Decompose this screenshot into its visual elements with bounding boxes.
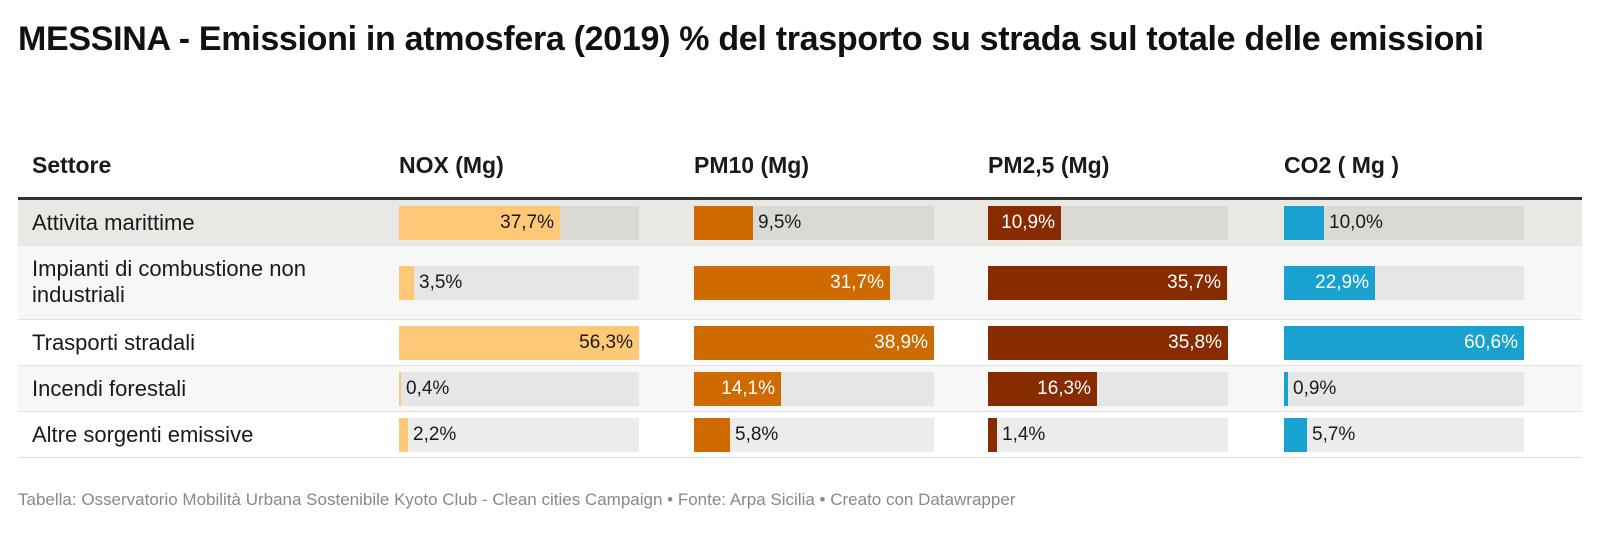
table-row: Impianti di combustione non industriali 3… <box>18 246 1582 320</box>
bar-value-label: 31,7% <box>830 272 884 293</box>
bar-value-label: 5,8% <box>735 424 779 445</box>
bar-cell: 60,6% <box>1284 326 1524 360</box>
bar-cell: 1,4% <box>988 418 1228 452</box>
bar <box>694 418 730 452</box>
sector-label: Impianti di combustione non industriali <box>32 256 306 307</box>
bar-cell: 0,4% <box>399 372 639 406</box>
bar <box>988 418 997 452</box>
bar <box>988 372 1097 406</box>
column-header-co2[interactable]: CO2 ( Mg ) <box>1284 152 1399 178</box>
table-header: Settore NOX (Mg) PM10 (Mg) PM2,5 (Mg) CO… <box>18 142 1582 200</box>
bar <box>399 266 414 300</box>
bar-cell: 5,7% <box>1284 418 1524 452</box>
column-header-settore[interactable]: Settore <box>32 152 112 178</box>
bar-value-label: 10,9% <box>1001 212 1055 233</box>
bar-value-label: 37,7% <box>500 212 554 233</box>
bar-cell: 38,9% <box>694 326 934 360</box>
bar-value-label: 3,5% <box>419 272 463 293</box>
data-table: Settore NOX (Mg) PM10 (Mg) PM2,5 (Mg) CO… <box>18 142 1582 458</box>
table-row: Trasporti stradali 56,3% 38,9% 35,8% 60,6% <box>18 320 1582 366</box>
table-row: Altre sorgenti emissive 2,2% 5,8% 1,4% 5,7% <box>18 412 1582 458</box>
bar-value-label: 35,7% <box>1167 272 1221 293</box>
bar-cell: 10,9% <box>988 206 1228 240</box>
sector-label: Incendi forestali <box>32 376 187 401</box>
bar <box>1284 372 1288 406</box>
bar <box>694 372 781 406</box>
bar-track <box>399 372 639 406</box>
bar <box>988 266 1227 300</box>
bar-cell: 35,8% <box>988 326 1228 360</box>
bar-value-label: 10,0% <box>1329 212 1383 233</box>
bar <box>1284 326 1524 360</box>
bar-value-label: 22,9% <box>1315 272 1369 293</box>
bar <box>1284 266 1375 300</box>
bar-value-label: 0,4% <box>406 378 450 399</box>
table-row: Incendi forestali 0,4% 14,1% 16,3% 0,9% <box>18 366 1582 412</box>
footer-credits: Tabella: Osservatorio Mobilità Urbana So… <box>18 490 1016 509</box>
bar <box>694 206 753 240</box>
bar-cell: 3,5% <box>399 266 639 300</box>
sector-label: Trasporti stradali <box>32 330 196 355</box>
bar-cell: 2,2% <box>399 418 639 452</box>
bar-track <box>1284 206 1524 240</box>
bar <box>988 326 1228 360</box>
bar-track <box>1284 418 1524 452</box>
bar-value-label: 14,1% <box>721 378 775 399</box>
bar-value-label: 9,5% <box>758 212 802 233</box>
bar-cell: 22,9% <box>1284 266 1524 300</box>
bar-cell: 10,0% <box>1284 206 1524 240</box>
bar-value-label: 38,9% <box>874 332 928 353</box>
bar-cell: 0,9% <box>1284 372 1524 406</box>
sector-label: Altre sorgenti emissive <box>32 422 254 447</box>
bar-value-label: 16,3% <box>1037 378 1091 399</box>
bar-track <box>1284 372 1524 406</box>
bar <box>694 326 934 360</box>
table-body: Attivita marittime 37,7% 9,5% 10,9% 10,0% Imp… <box>18 200 1582 458</box>
bar-track <box>399 418 639 452</box>
bar-cell: 31,7% <box>694 266 934 300</box>
bar-cell: 9,5% <box>694 206 934 240</box>
bar-cell: 37,7% <box>399 206 639 240</box>
bar <box>399 326 639 360</box>
bar <box>399 372 401 406</box>
bar-cell: 14,1% <box>694 372 934 406</box>
bar-value-label: 1,4% <box>1002 424 1046 445</box>
column-header-pm25[interactable]: PM2,5 (Mg) <box>988 152 1110 178</box>
bar-cell: 56,3% <box>399 326 639 360</box>
bar-value-label: 56,3% <box>579 332 633 353</box>
bar <box>1284 418 1307 452</box>
bar <box>1284 206 1324 240</box>
bar <box>399 418 408 452</box>
column-header-pm10[interactable]: PM10 (Mg) <box>694 152 809 178</box>
sector-label: Attivita marittime <box>32 210 195 235</box>
bar-cell: 16,3% <box>988 372 1228 406</box>
bar <box>694 266 890 300</box>
bar-cell: 35,7% <box>988 266 1228 300</box>
column-header-nox[interactable]: NOX (Mg) <box>399 152 504 178</box>
bar-value-label: 60,6% <box>1464 332 1518 353</box>
bar-value-label: 5,7% <box>1312 424 1356 445</box>
bar-track <box>399 266 639 300</box>
chart-title: MESSINA - Emissioni in atmosfera (2019) … <box>18 20 1484 58</box>
table-row: Attivita marittime 37,7% 9,5% 10,9% 10,0% <box>18 200 1582 246</box>
bar-value-label: 35,8% <box>1168 332 1222 353</box>
bar-track <box>694 418 934 452</box>
bar-track <box>988 418 1228 452</box>
bar-value-label: 0,9% <box>1293 378 1337 399</box>
bar <box>399 206 560 240</box>
bar-value-label: 2,2% <box>413 424 457 445</box>
bar <box>988 206 1061 240</box>
bar-cell: 5,8% <box>694 418 934 452</box>
